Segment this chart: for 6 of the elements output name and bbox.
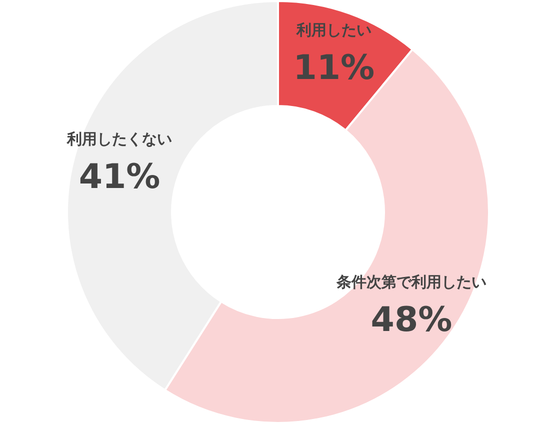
data-label: 11% [293,48,375,88]
slice-label: 利用したい [295,20,372,39]
slice-label: 条件次第で利用したい [335,272,486,291]
slice-label: 利用したくない [66,130,172,148]
data-label: 48% [370,300,452,340]
data-label: 41% [78,156,160,197]
